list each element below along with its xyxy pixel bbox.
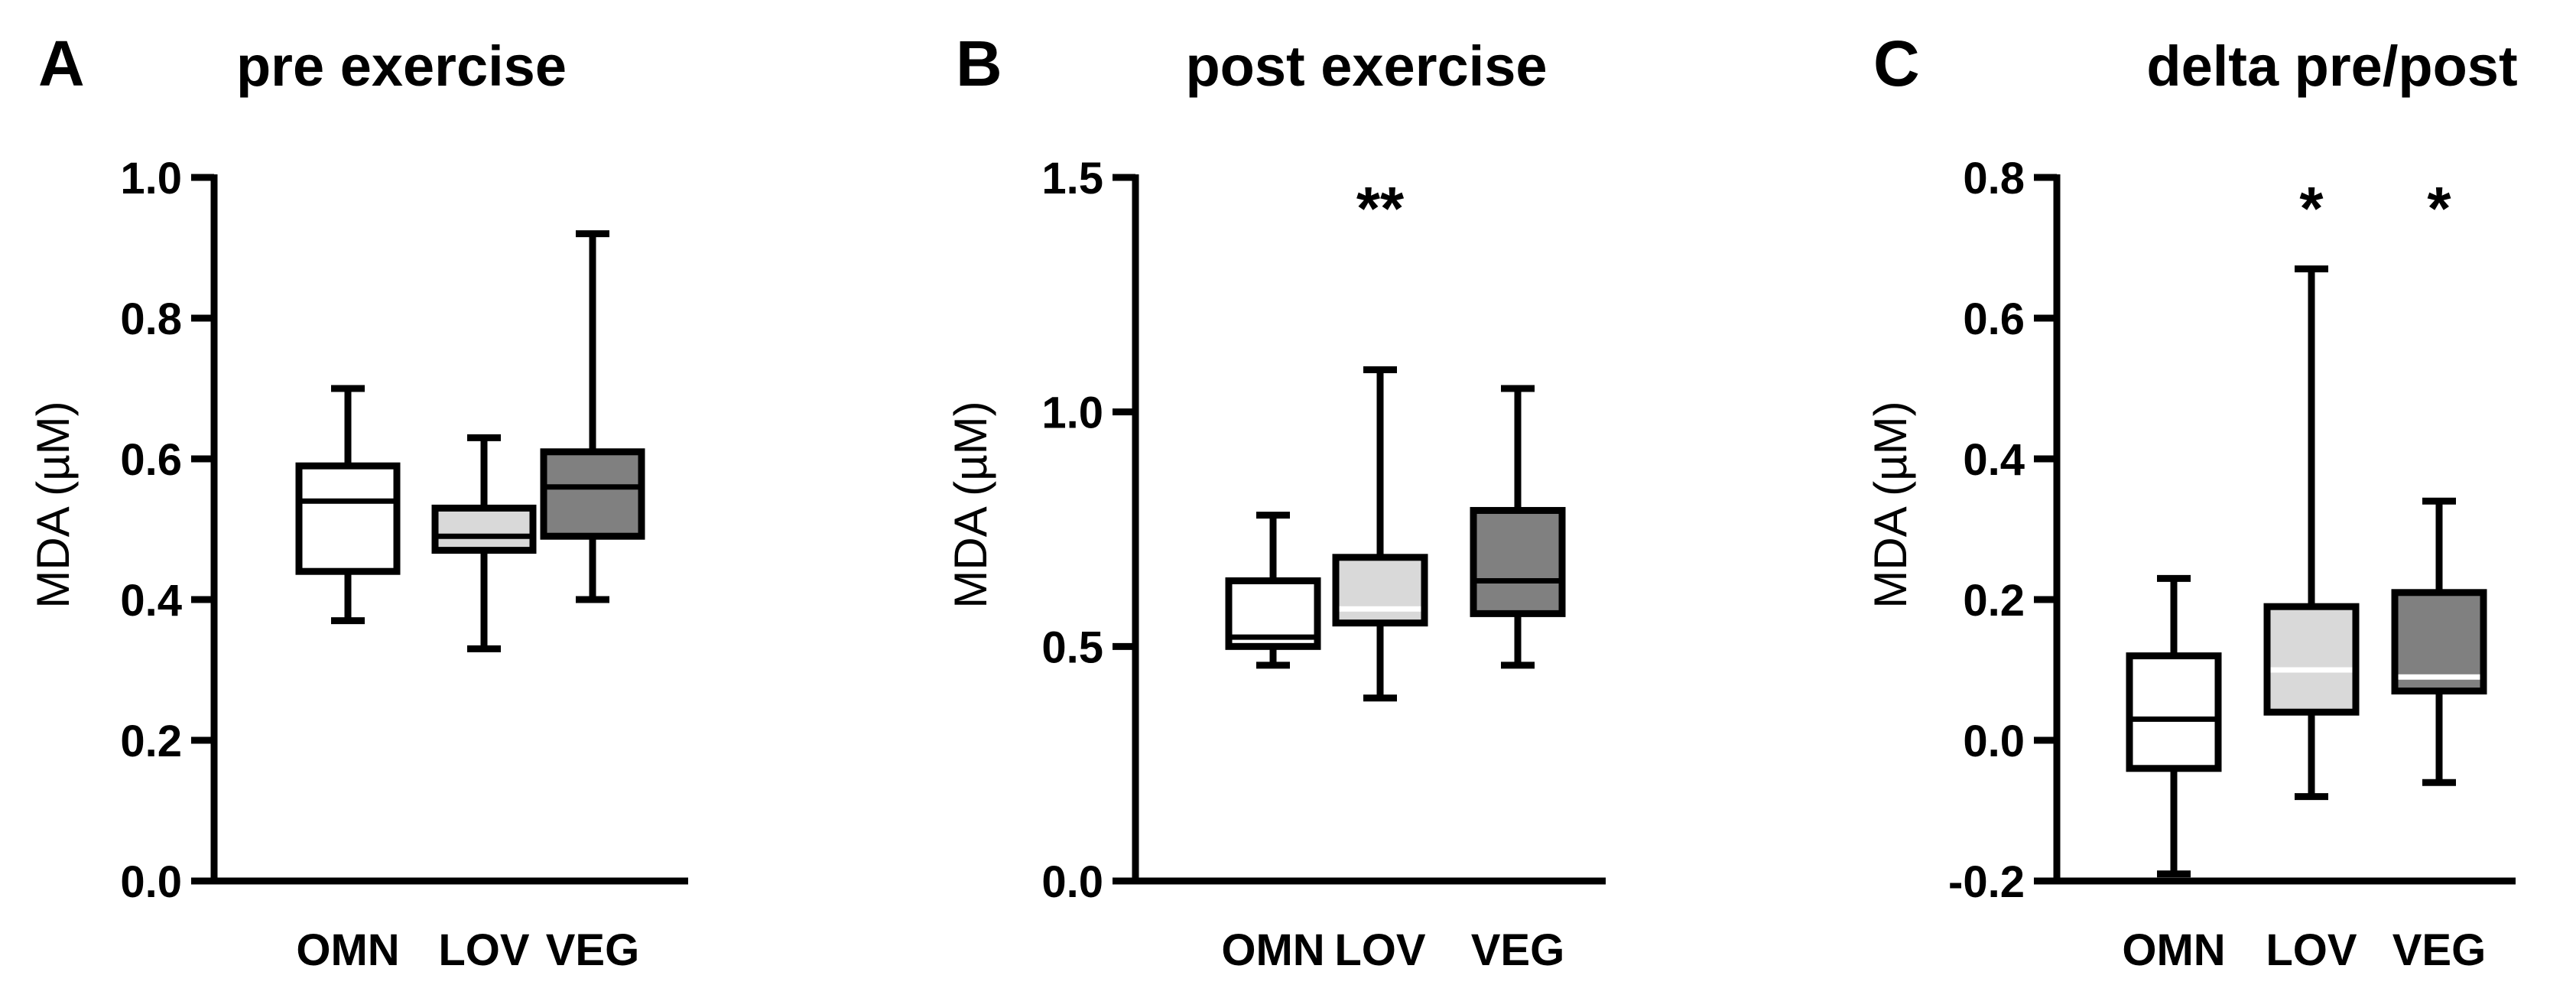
iqr-box	[295, 462, 401, 575]
x-tick-label: LOV	[2266, 925, 2357, 975]
panel-letter: A	[38, 28, 85, 99]
y-axis-label: MDA (µM)	[1865, 401, 1916, 608]
significance-marker: **	[1356, 174, 1405, 242]
y-tick-label: 0.8	[120, 294, 182, 344]
y-tick-label: -0.2	[1948, 857, 2025, 907]
significance-marker: *	[2427, 174, 2451, 242]
box-veg	[2391, 497, 2487, 786]
y-tick-label: 0.6	[120, 435, 182, 485]
box-omn	[1225, 512, 1321, 669]
y-tick-label: 1.0	[120, 154, 182, 203]
panel-title: delta pre/post	[2146, 34, 2517, 98]
box-lov	[1332, 366, 1428, 702]
box-veg	[1470, 385, 1566, 669]
iqr-box	[540, 448, 645, 540]
y-tick-label: 0.8	[1963, 154, 2025, 203]
panel-b: B post exercise MDA (µM) 0.0 0.5 1.0 1.5 OMN…	[945, 28, 1606, 975]
y-tick-label: 1.0	[1041, 388, 1103, 438]
y-tick-label: 0.2	[120, 717, 182, 766]
y-axis-label: MDA (µM)	[28, 401, 79, 608]
significance-marker: *	[2299, 174, 2324, 242]
y-tick-label: 0.6	[1963, 294, 2025, 344]
x-tick-label: LOV	[438, 925, 530, 975]
x-tick-label: OMN	[2122, 925, 2225, 975]
y-tick-label: 0.0	[1041, 857, 1103, 907]
x-tick-label: LOV	[1334, 925, 1426, 975]
y-tick-label: 0.0	[1963, 717, 2025, 766]
box-veg	[540, 230, 645, 603]
iqr-box	[2263, 603, 2360, 716]
y-tick-label: 0.2	[1963, 576, 2025, 626]
iqr-box	[431, 504, 537, 554]
x-tick-label: VEG	[2392, 925, 2487, 975]
panel-c: C delta pre/post MDA (µM) -0.2 0.0 0.2 0.4 0…	[1865, 28, 2518, 975]
y-tick-label: 0.0	[120, 857, 182, 907]
box-omn	[2126, 574, 2222, 878]
panel-title: pre exercise	[236, 34, 567, 98]
box-lov	[431, 434, 537, 652]
y-tick-label: 0.5	[1041, 623, 1103, 672]
y-tick-label: 0.4	[120, 576, 182, 626]
x-tick-label: OMN	[296, 925, 399, 975]
plot-area: -0.2 0.0 0.2 0.4 0.6 0.8 OMN LOV * VEG *	[1948, 154, 2516, 975]
plot-area: 0.0 0.2 0.4 0.6 0.8 1.0 OMN LOV VEG	[120, 154, 688, 975]
iqr-box	[1470, 506, 1566, 617]
iqr-box	[1332, 554, 1428, 627]
x-tick-label: OMN	[1221, 925, 1324, 975]
panel-letter: B	[956, 28, 1002, 99]
panel-letter: C	[1873, 28, 1920, 99]
panel-a: A pre exercise MDA (µM) 0.0 0.2 0.4 0.6 0.8 1…	[28, 28, 688, 975]
box-lov	[2263, 265, 2360, 801]
y-tick-label: 0.4	[1963, 435, 2025, 485]
plot-area: 0.0 0.5 1.0 1.5 OMN LOV ** VEG	[1041, 154, 1606, 975]
box-omn	[295, 385, 401, 625]
x-tick-label: VEG	[1471, 925, 1565, 975]
iqr-box	[2126, 652, 2222, 772]
x-tick-label: VEG	[546, 925, 640, 975]
y-axis-label: MDA (µM)	[945, 401, 996, 608]
y-tick-label: 1.5	[1041, 154, 1103, 203]
panel-title: post exercise	[1185, 34, 1547, 98]
